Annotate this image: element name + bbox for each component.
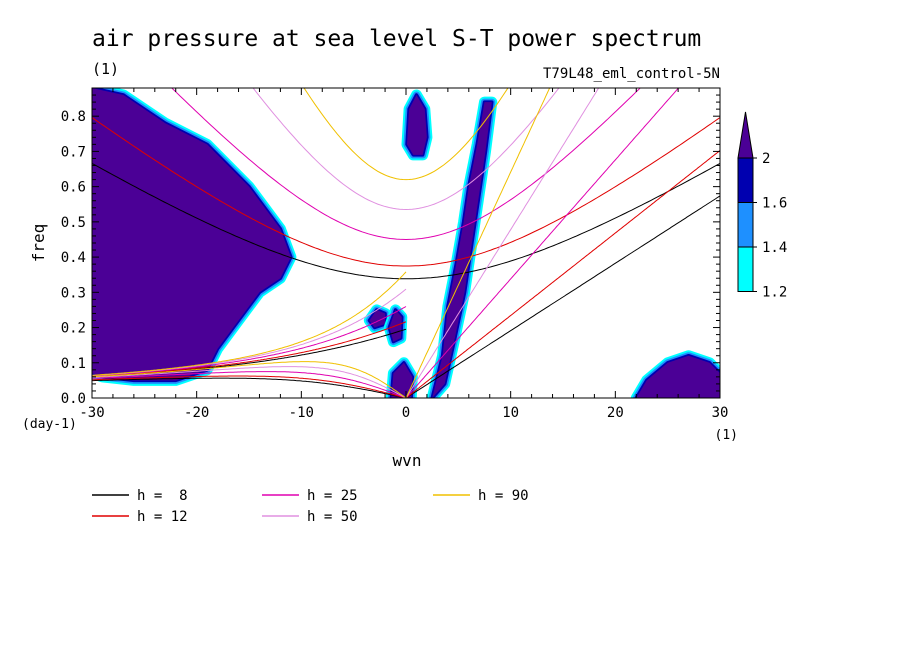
colorbar: 2 1.6 1.4 1.2 xyxy=(737,111,787,301)
colorbar-segment xyxy=(737,157,754,203)
y-tick-label: 0.4 xyxy=(61,250,86,266)
legend-label: h = 12 xyxy=(137,509,188,525)
y-tick-label: 0.6 xyxy=(61,180,86,196)
y-tick-label: 0.7 xyxy=(61,144,86,160)
curve-h90-ig xyxy=(303,88,509,181)
colorbar-label: 1.2 xyxy=(762,285,787,301)
axes: -30 -20 -10 0 10 20 30 0.0 0.1 0.2 0.3 0.4 0.5 0.6 0.7… xyxy=(61,88,729,421)
curve-h25-mrg xyxy=(92,306,407,377)
x-tick-label: 30 xyxy=(712,405,729,421)
curve-h12-ig xyxy=(92,117,720,267)
curve-h12-kelvin xyxy=(405,150,720,398)
curve-h8-rossby xyxy=(92,377,407,398)
curve-h12-mrg xyxy=(92,321,407,377)
low-origin-blob-band-4 xyxy=(391,362,413,398)
colorbar-label: 2 xyxy=(762,151,770,167)
legend-label: h = 90 xyxy=(478,488,529,504)
curve-h25-rossby xyxy=(92,371,407,398)
curve-h12-rossby xyxy=(92,375,407,398)
colorbar-segment xyxy=(737,246,754,292)
y-tick-label: 0.2 xyxy=(61,321,86,337)
x-tick-label: 10 xyxy=(502,405,519,421)
chart-title: air pressure at sea level S-T power spec… xyxy=(92,26,701,52)
curve-h25-ig xyxy=(171,88,641,241)
shaded-contours xyxy=(92,88,720,398)
y-tick-label: 0.0 xyxy=(61,391,86,407)
x-tick-label: -20 xyxy=(184,405,209,421)
x-tick-label: -30 xyxy=(79,405,104,421)
colorbar-label: 1.4 xyxy=(762,240,787,256)
curve-h8-kelvin xyxy=(405,195,720,398)
y-axis-label: freq xyxy=(29,224,48,263)
x-tick-label: 20 xyxy=(607,405,624,421)
colorbar-segment xyxy=(737,202,754,248)
legend-label: h = 25 xyxy=(307,488,358,504)
legend-label: h = 50 xyxy=(307,509,358,525)
eastward-high-wavenumber-lowfreq-band-4 xyxy=(636,355,720,398)
curve-h90-mrg xyxy=(92,271,407,376)
units-label: (1) xyxy=(92,60,119,78)
curve-h90-kelvin xyxy=(405,88,551,398)
x-unit-label: (1) xyxy=(715,428,738,443)
curve-h50-rossby xyxy=(92,366,407,398)
isolated-high-freq-blob-band-4 xyxy=(407,95,427,155)
curve-h25-kelvin xyxy=(405,88,680,398)
curve-h50-kelvin xyxy=(405,88,600,398)
curve-h50-ig xyxy=(252,88,560,211)
x-tick-label: -10 xyxy=(289,405,314,421)
y-tick-label: 0.8 xyxy=(61,109,86,125)
westward-low-wavenumber-peak-band-4 xyxy=(92,88,291,381)
y-unit-label: (day-1) xyxy=(22,417,77,432)
legend-label: h = 8 xyxy=(137,488,188,504)
y-tick-label: 0.3 xyxy=(61,285,86,301)
curve-h90-rossby xyxy=(92,361,407,398)
curve-h8-ig xyxy=(92,162,720,280)
x-tick-label: 0 xyxy=(402,405,410,421)
experiment-label: T79L48_eml_control-5N xyxy=(543,66,720,82)
y-tick-label: 0.5 xyxy=(61,215,86,231)
colorbar-label: 1.6 xyxy=(762,196,787,212)
x-axis-label: wvn xyxy=(393,451,422,470)
eastward-ridge-band-4 xyxy=(432,102,492,398)
y-tick-label: 0.1 xyxy=(61,356,86,372)
colorbar-top-triangle xyxy=(737,111,754,159)
legend: h = 8 h = 12 h = 25 h = 50 h = 90 xyxy=(92,488,529,525)
dispersion-curves xyxy=(92,88,720,398)
